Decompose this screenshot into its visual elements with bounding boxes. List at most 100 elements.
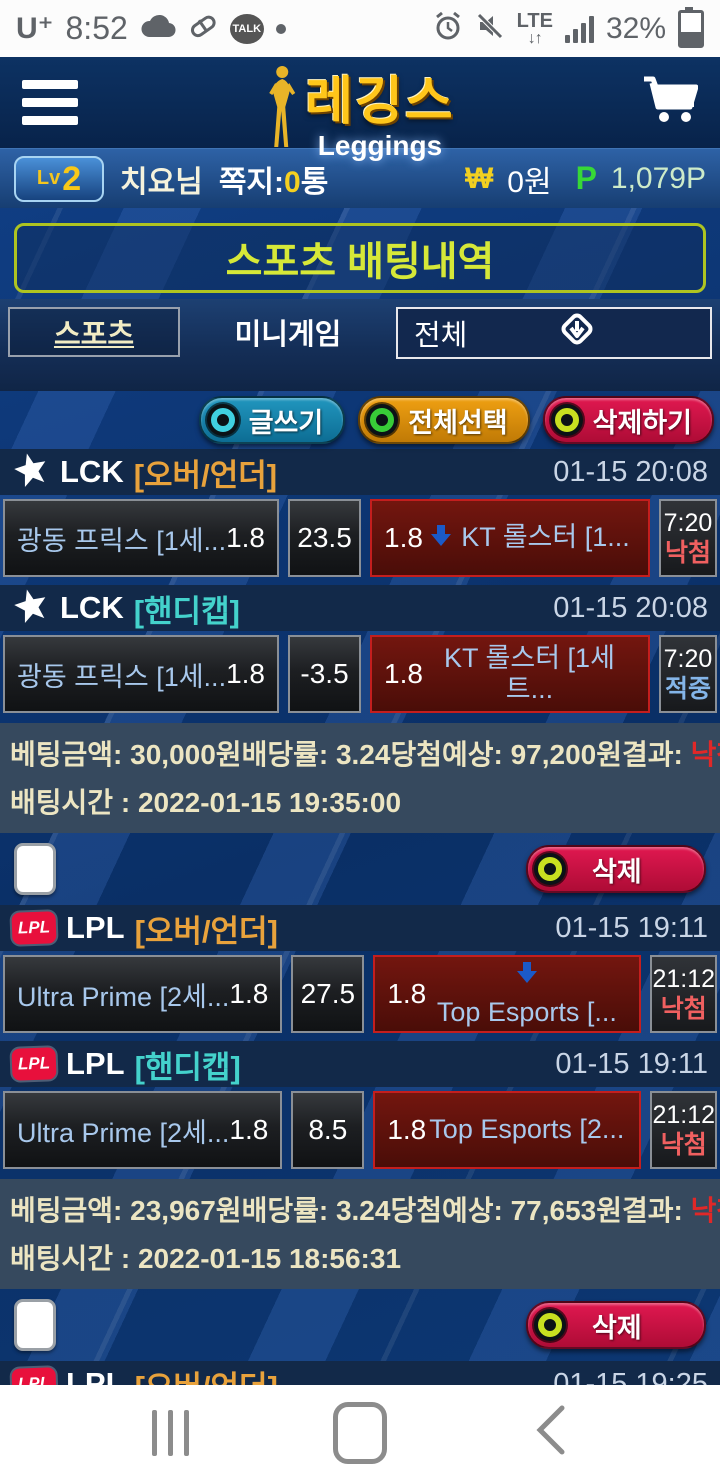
write-button-icon <box>206 404 239 436</box>
toolbar: 글쓰기 전체선택 삭제하기 <box>0 391 720 449</box>
bet-checkbox[interactable] <box>14 843 56 895</box>
league-name: LCK <box>60 590 124 625</box>
match-date: 01-15 19:11 <box>555 1047 708 1080</box>
battery-icon <box>678 6 704 48</box>
delete-button[interactable]: 삭제 <box>526 1301 706 1349</box>
summary-result: 낙첨 <box>690 739 720 770</box>
delete-button[interactable]: 삭제 <box>526 845 706 893</box>
filter-dropdown[interactable]: 전체 <box>396 307 712 359</box>
carrier-label: U⁺ <box>16 12 54 45</box>
bet-row: 광동 프릭스 [1세... 1.8 -3.5 1.8 KT 롤스터 [1세트...… <box>0 635 720 713</box>
line-cell: -3.5 <box>288 635 362 713</box>
notification-dot-icon <box>275 23 286 34</box>
league-name: LCK <box>60 454 124 489</box>
market-type: [오버/언더] <box>133 457 278 493</box>
bet-row: Ultra Prime [2세... 1.8 27.5 1.8 Top Espor… <box>0 955 720 1033</box>
delete-button-icon <box>534 853 566 885</box>
tab-bar: 스포츠 미니게임 전체 <box>0 299 720 391</box>
away-pick-cell-selected: 1.8 Top Esports [2... <box>373 1091 642 1169</box>
back-button[interactable] <box>532 1404 568 1461</box>
lpl-logo-icon: LPL <box>11 911 57 945</box>
bet-checkbox[interactable] <box>14 1299 56 1351</box>
battery-percent: 32% <box>605 11 666 45</box>
time-result-cell: 21:12 낙첨 <box>650 955 717 1033</box>
delete-all-button-icon <box>550 404 583 436</box>
bet-row: 광동 프릭스 [1세... 1.8 23.5 1.8 KT 롤스터 [1... 7… <box>0 499 720 577</box>
match-header: LCK [오버/언더] 01-15 20:08 <box>0 449 720 495</box>
league-name: LPL <box>66 1046 125 1081</box>
recents-button[interactable] <box>152 1409 190 1456</box>
match-date: 01-15 20:08 <box>553 455 708 488</box>
user-bar: Lv 2 치요님 쪽지:0통 ₩ 0원 P 1,079P <box>0 148 720 208</box>
logo-figure-icon <box>265 65 299 154</box>
result-badge: 적중 <box>664 674 711 703</box>
home-pick-cell: 광동 프릭스 [1세... 1.8 <box>3 635 280 713</box>
delete-all-button[interactable]: 삭제하기 <box>542 396 714 444</box>
match-date: 01-15 19:11 <box>555 911 708 944</box>
android-nav-bar <box>0 1385 720 1480</box>
cash-balance: 0원 <box>507 165 552 199</box>
alarm-icon <box>433 11 463 46</box>
match-date: 01-15 20:08 <box>553 591 708 624</box>
home-pick-cell: 광동 프릭스 [1세... 1.8 <box>3 499 280 577</box>
bet-time: 배팅시간 : 2022-01-15 18:56:31 <box>10 1243 402 1274</box>
status-time: 8:52 <box>65 10 128 46</box>
won-icon: ₩ <box>464 161 494 195</box>
lte-icon: LTE ↓↑ <box>516 9 553 47</box>
market-type: [핸디캡] <box>134 1049 241 1085</box>
memo-count[interactable]: 쪽지:0통 <box>218 165 329 199</box>
tab-minigame[interactable]: 미니게임 <box>234 319 342 351</box>
pill-icon <box>188 11 218 46</box>
signal-icon <box>564 15 594 43</box>
cloud-icon <box>140 13 176 44</box>
level-badge: Lv 2 <box>14 155 104 202</box>
market-type: [오버/언더] <box>134 913 278 949</box>
tab-sports[interactable]: 스포츠 <box>8 307 180 357</box>
time-result-cell: 21:12 낙첨 <box>650 1091 717 1169</box>
logo-title: 레깅스 <box>305 73 455 131</box>
cart-button[interactable] <box>642 75 699 130</box>
result-badge: 낙첨 <box>660 994 707 1023</box>
line-cell: 23.5 <box>288 499 362 577</box>
away-pick-cell-selected: 1.8 KT 롤스터 [1... <box>370 499 650 577</box>
delete-button-icon <box>534 1309 566 1341</box>
select-delete-row: 삭제 <box>0 833 720 905</box>
away-pick-cell-selected: 1.8 Top Esports [... <box>373 955 642 1033</box>
market-type: [핸디캡] <box>133 593 240 629</box>
select-delete-row: 삭제 <box>0 1289 720 1361</box>
mute-icon <box>475 11 505 46</box>
dropdown-diamond-icon <box>557 309 700 357</box>
write-button[interactable]: 글쓰기 <box>198 396 346 444</box>
match-header: LPL LPL [핸디캡] 01-15 19:11 <box>0 1041 720 1087</box>
point-balance: 1,079P <box>610 161 706 195</box>
page-title-banner: 스포츠 배팅내역 <box>14 223 706 293</box>
pick-arrow-icon <box>429 523 453 552</box>
home-pick-cell: Ultra Prime [2세... 1.8 <box>3 955 283 1033</box>
lck-logo-icon <box>12 451 50 494</box>
select-all-button-icon <box>366 404 399 436</box>
match-header: LCK [핸디캡] 01-15 20:08 <box>0 585 720 631</box>
result-badge: 낙첨 <box>664 538 711 567</box>
app-logo: 레깅스 Leggings <box>265 59 455 162</box>
lpl-logo-icon: LPL <box>11 1047 57 1081</box>
league-name: LPL <box>66 910 125 945</box>
match-header: LPL LPL [오버/언더] 01-15 19:11 <box>0 905 720 951</box>
line-cell: 27.5 <box>291 955 365 1033</box>
home-button[interactable] <box>333 1401 388 1464</box>
pick-arrow-icon <box>515 960 539 989</box>
bet-time: 배팅시간 : 2022-01-15 19:35:00 <box>10 787 402 818</box>
username: 치요님 <box>120 165 203 199</box>
bet-summary: 베팅금액: 30,000원 배당률: 3.24 당첨예상: 97,200원 결과… <box>0 723 720 833</box>
result-badge: 낙첨 <box>660 1130 707 1159</box>
select-all-button[interactable]: 전체선택 <box>358 396 530 444</box>
point-icon: P <box>575 160 597 196</box>
bet-row: Ultra Prime [2세... 1.8 8.5 1.8 Top Esport… <box>0 1091 720 1169</box>
time-result-cell: 7:20 적중 <box>659 635 717 713</box>
logo-subtitle: Leggings <box>317 130 443 161</box>
menu-button[interactable] <box>22 80 78 125</box>
time-result-cell: 7:20 낙첨 <box>659 499 717 577</box>
away-pick-cell-selected: 1.8 KT 롤스터 [1세트... <box>370 635 650 713</box>
summary-result: 낙첨 <box>690 1195 720 1226</box>
page-title: 스포츠 배팅내역 <box>225 240 495 284</box>
